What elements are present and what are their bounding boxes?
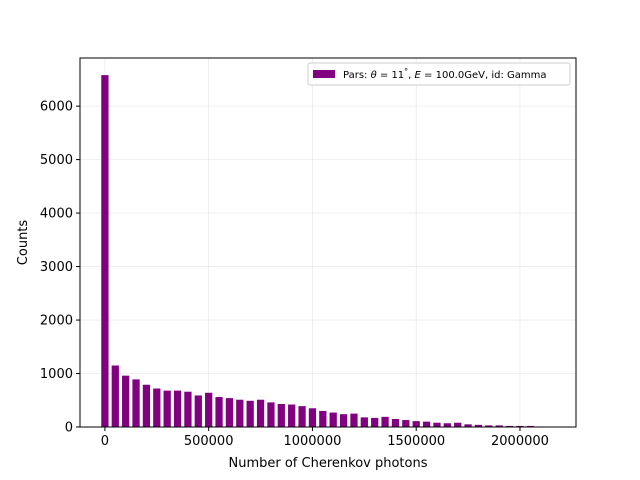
x-tick-label: 0 — [101, 434, 109, 449]
histogram-bar — [101, 75, 109, 428]
histogram-bar — [371, 417, 379, 427]
legend: Pars: θ = 11°, E = 100.0GeV, id: Gamma — [307, 62, 571, 86]
histogram-bar — [236, 399, 244, 427]
histogram-bar — [485, 425, 493, 427]
histogram-bar — [464, 424, 472, 427]
histogram-bar — [391, 418, 400, 427]
y-tick-label: 5000 — [40, 153, 73, 168]
histogram-bar — [256, 399, 265, 427]
histogram-bar — [516, 425, 524, 427]
histogram-bar — [132, 379, 140, 427]
histogram-bar — [163, 390, 171, 427]
legend-degree-symbol: ° — [404, 67, 408, 76]
histogram-bar — [495, 425, 503, 427]
x-tick-label: 1000000 — [283, 434, 341, 449]
legend-theta-value: = 11 — [377, 70, 404, 81]
histogram-bar — [402, 420, 410, 427]
y-tick-label: 0 — [65, 421, 73, 436]
legend-theta-symbol: θ — [371, 70, 377, 81]
grid-lines — [80, 58, 576, 428]
histogram-bar — [153, 388, 161, 427]
histogram-bar — [381, 416, 389, 427]
histogram-bar — [526, 425, 534, 427]
histogram-bar — [360, 417, 368, 427]
x-axis-label: Number of Cherenkov photons — [229, 456, 428, 471]
legend-swatch — [313, 70, 335, 78]
histogram-bar — [329, 412, 337, 427]
histogram-bar — [111, 365, 119, 427]
legend-text-prefix: Pars: — [343, 70, 371, 81]
histogram-bar — [277, 404, 285, 427]
histogram-bar — [505, 425, 514, 427]
histogram-bar — [298, 406, 306, 427]
histogram-bar — [443, 423, 451, 427]
legend-box — [307, 62, 571, 86]
y-tick-label: 1000 — [40, 367, 73, 382]
histogram-bar — [142, 384, 151, 427]
histogram-bar — [474, 424, 483, 427]
histogram-bar — [122, 375, 130, 427]
histogram-bar — [246, 400, 254, 427]
histogram-bar — [184, 391, 192, 427]
histogram-bar — [288, 404, 296, 427]
x-tick-label: 500000 — [184, 434, 234, 449]
histogram-bar — [433, 422, 441, 427]
histogram-bar — [422, 421, 431, 427]
histogram-bar — [350, 413, 358, 427]
histogram-bar — [339, 414, 348, 427]
legend-separator: , — [408, 70, 414, 81]
bars — [101, 75, 545, 428]
legend-energy-symbol: E — [415, 70, 422, 81]
y-axis-label: Counts — [16, 220, 31, 266]
x-tick-label: 2000000 — [491, 434, 549, 449]
x-tick-label: 1500000 — [387, 434, 445, 449]
y-tick-label: 6000 — [40, 100, 73, 115]
histogram-bar — [319, 410, 327, 427]
y-tick-label: 3000 — [40, 260, 73, 275]
histogram-bar — [205, 392, 213, 427]
histogram-bar — [194, 395, 202, 427]
x-axis-ticks: 0 500000 1000000 1500000 2000000 — [101, 427, 549, 449]
legend-entry: Pars: θ = 11°, E = 100.0GeV, id: Gamma — [343, 67, 546, 81]
histogram-bar — [412, 421, 420, 427]
legend-energy-value: = 100.0GeV, id: Gamma — [421, 70, 547, 81]
y-axis-ticks: 0 1000 2000 3000 4000 5000 6000 — [40, 100, 80, 436]
plot-frame — [79, 57, 577, 428]
y-tick-label: 4000 — [40, 207, 73, 222]
histogram-bar — [454, 422, 462, 427]
histogram-bar — [267, 402, 275, 427]
histogram-bar — [308, 408, 317, 427]
histogram-bar — [225, 398, 234, 427]
histogram-bar — [215, 397, 223, 427]
histogram-bar — [173, 390, 182, 427]
y-tick-label: 2000 — [40, 314, 73, 329]
